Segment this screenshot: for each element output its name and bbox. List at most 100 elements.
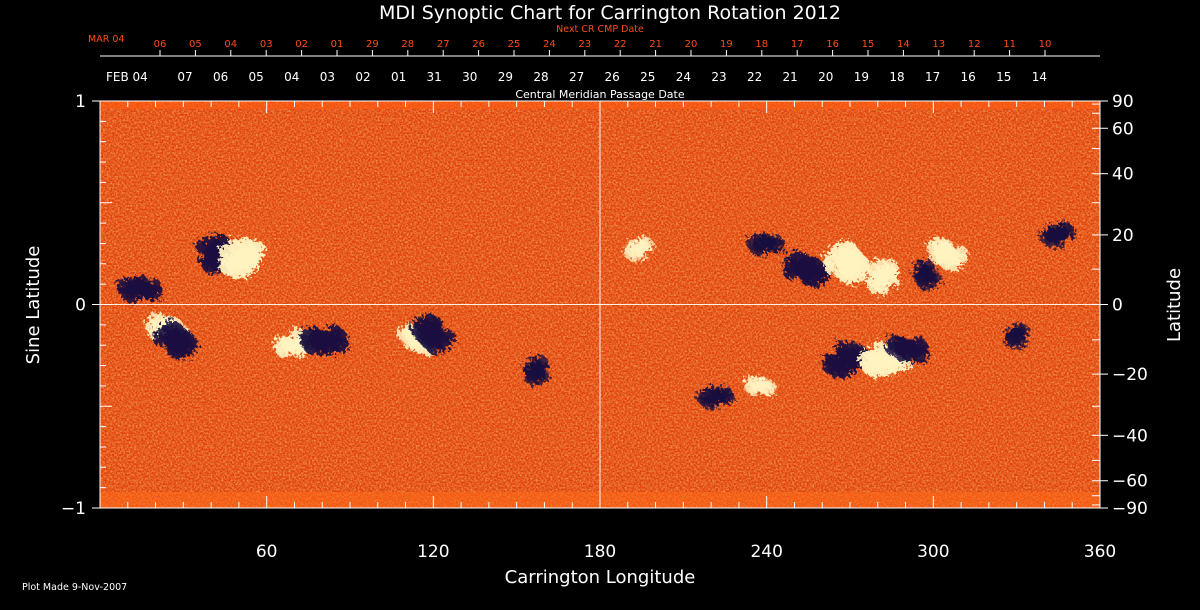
top-axis-tick-label: 04 <box>224 39 237 50</box>
y-tick-label: 0 <box>75 296 86 316</box>
latitude-tick-label: −40 <box>1112 426 1148 446</box>
top-axis-tick-label: 21 <box>649 39 662 50</box>
y-axis: −1 0 1 <box>61 92 112 519</box>
region-speck <box>758 386 766 393</box>
cmp-axis-tick-label: 24 <box>676 70 691 84</box>
region-speck <box>955 246 968 259</box>
cmp-axis-tick-label: 16 <box>961 70 976 84</box>
region-speck <box>237 264 252 279</box>
top-axis-tick-label: 15 <box>862 39 875 50</box>
region-speck <box>762 237 770 246</box>
cmp-axis-tick-label: 05 <box>249 70 264 84</box>
x-tick-label: 240 <box>750 542 782 562</box>
latitude-tick-label: −90 <box>1112 499 1148 519</box>
latitude-axis: 90 60 40 20 0 −20 −40 −60 −90 <box>1092 92 1148 519</box>
plot-made-note: Plot Made 9-Nov-2007 <box>22 582 127 593</box>
top-axis-tick-label: 10 <box>1039 39 1052 50</box>
region-negative <box>299 324 349 356</box>
top-axis-tick-label: 01 <box>331 39 344 50</box>
cmp-axis-tick-label: 04 <box>284 70 299 84</box>
region-speck <box>711 390 720 399</box>
region-speck <box>637 251 647 261</box>
region-speck <box>844 348 860 364</box>
region-speck <box>867 350 886 369</box>
x-axis-label: Carrington Longitude <box>505 567 696 588</box>
grid-lines <box>100 101 1100 508</box>
region-speck <box>537 365 546 373</box>
top-axis-tick-label: 26 <box>472 39 485 50</box>
active-regions <box>116 221 1076 411</box>
top-axis-tick-label: 02 <box>295 39 308 50</box>
region-speck <box>1004 331 1018 345</box>
cmp-axis-tick-label: 15 <box>996 70 1011 84</box>
region-speck <box>792 257 808 273</box>
region-speck <box>529 355 542 368</box>
latitude-axis-label: Latitude <box>1164 268 1185 342</box>
region-negative <box>523 355 551 386</box>
region-speck <box>838 259 856 278</box>
x-axis: 60 120 180 240 300 360 <box>127 101 1116 562</box>
region-speck <box>908 344 923 359</box>
latitude-tick-label: 60 <box>1112 119 1134 139</box>
region-speck <box>195 240 209 254</box>
region-speck <box>1058 231 1067 240</box>
next-cr-date-label: Next CR CMP Date <box>556 24 644 35</box>
cmp-axis-tick-label: 06 <box>213 70 228 84</box>
region-speck <box>328 324 342 338</box>
x-tick-label: 120 <box>417 542 449 562</box>
top-axis-tick-label: 05 <box>189 39 202 50</box>
region-speck <box>124 281 139 296</box>
cmp-axis-tick-label: 28 <box>533 70 548 84</box>
region-positive <box>926 236 968 273</box>
cmp-axis-tick-label: 19 <box>854 70 869 84</box>
top-axis-tick-label: 06 <box>154 39 167 50</box>
top-axis-tick-label: 25 <box>508 39 521 50</box>
chart-title: MDI Synoptic Chart for Carrington Rotati… <box>379 2 841 24</box>
y-tick-label: −1 <box>61 499 86 519</box>
region-speck <box>701 388 716 402</box>
region-speck <box>280 336 297 352</box>
top-axis-tick-label: 18 <box>755 39 768 50</box>
top-axis-tick-label: 14 <box>897 39 910 50</box>
cmp-axis-tick-label: 07 <box>177 70 192 84</box>
cmp-axis-tick-label: 20 <box>818 70 833 84</box>
region-speck <box>219 244 231 257</box>
region-speck <box>866 262 879 275</box>
region-speck <box>397 328 412 343</box>
cmp-axis-tick-label: 14 <box>1032 70 1047 84</box>
region-positive <box>823 240 872 285</box>
region-speck <box>707 400 718 411</box>
region-speck <box>138 283 155 300</box>
top-axis-tick-label: 27 <box>437 39 450 50</box>
region-speck <box>1012 322 1024 334</box>
top-axis-tick-label: 28 <box>401 39 414 50</box>
region-speck <box>164 326 180 342</box>
region-negative <box>116 275 163 305</box>
region-speck <box>748 387 757 397</box>
region-speck <box>427 332 443 348</box>
region-negative <box>746 232 785 257</box>
cmp-axis-tick-label: 27 <box>569 70 584 84</box>
cmp-axis-tick-label: 26 <box>605 70 620 84</box>
region-speck <box>918 270 927 279</box>
latitude-tick-label: −60 <box>1112 472 1148 492</box>
region-speck <box>873 340 886 353</box>
region-speck <box>540 371 551 382</box>
region-speck <box>719 386 732 398</box>
cmp-axis-tick-label: 21 <box>783 70 798 84</box>
top-axis-tick-label: 11 <box>1003 39 1016 50</box>
cmp-start-label: FEB 04 <box>106 70 148 84</box>
top-axis-tick-label: 23 <box>578 39 591 50</box>
region-negative <box>410 313 456 355</box>
latitude-tick-label: 0 <box>1112 296 1123 316</box>
region-positive <box>623 236 654 261</box>
region-speck <box>894 337 911 354</box>
latitude-tick-label: −20 <box>1112 365 1148 385</box>
region-speck <box>838 247 855 264</box>
region-speck <box>304 341 318 355</box>
cmp-axis-tick-label: 03 <box>320 70 335 84</box>
latitude-tick-label: 20 <box>1112 226 1134 246</box>
top-axis-tick-label: 19 <box>720 39 733 50</box>
top-axis-tick-label: 16 <box>826 39 839 50</box>
region-speck <box>755 247 766 257</box>
